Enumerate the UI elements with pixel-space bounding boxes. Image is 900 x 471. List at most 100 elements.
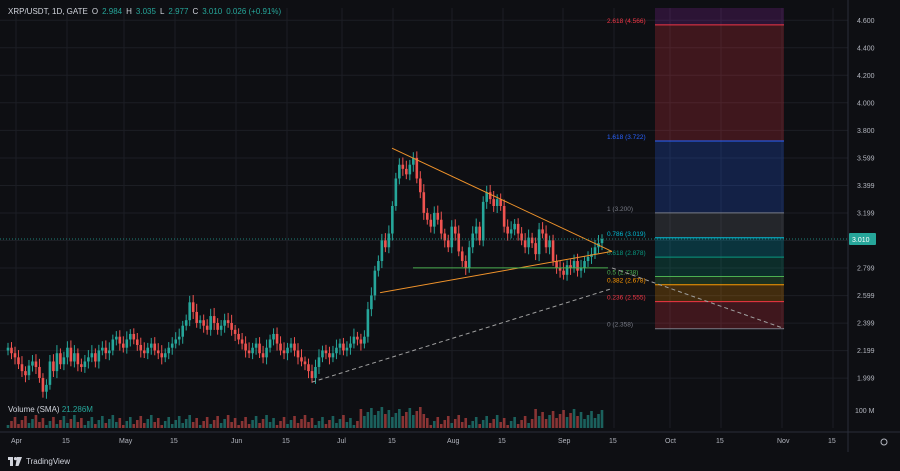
volume-bar: [177, 416, 181, 428]
candle-body: [118, 336, 122, 344]
volume-bar: [90, 417, 94, 428]
last-price-badge: [849, 233, 876, 246]
volume-bar: [181, 423, 185, 428]
candle-body: [520, 233, 523, 241]
fib-zone: [655, 276, 784, 285]
volume-bar: [520, 420, 523, 428]
candle-body: [429, 219, 433, 227]
candle-body: [174, 339, 178, 344]
x-tick-label: Jul: [337, 438, 346, 445]
y-tick-label: 4.000: [857, 100, 875, 107]
volume-bar: [226, 415, 230, 428]
candle-body: [38, 366, 41, 378]
candle-body: [90, 353, 94, 358]
volume-bar: [464, 418, 468, 428]
candle-body: [432, 212, 436, 227]
volume-bar: [314, 425, 317, 428]
candle-body: [401, 164, 405, 169]
candle-body: [247, 350, 251, 354]
candle-body: [300, 357, 303, 362]
volume-bar: [167, 417, 171, 428]
candle-body: [244, 343, 247, 351]
x-tick-label: Apr: [11, 438, 23, 445]
volume-bar: [31, 419, 34, 428]
symbol-title[interactable]: XRP/USDT, 1D, GATE: [8, 7, 88, 16]
candle-body: [111, 339, 115, 351]
x-tick-label: Oct: [665, 438, 676, 445]
volume-bar: [562, 410, 565, 428]
volume-bar: [492, 419, 495, 428]
fib-zone: [655, 212, 784, 238]
volume-bar: [205, 417, 209, 428]
volume-bar: [373, 415, 377, 428]
volume-bar: [156, 418, 160, 428]
candle-body: [544, 233, 548, 248]
volume-bar: [590, 411, 593, 428]
candle-body: [216, 322, 219, 330]
volume-legend[interactable]: Volume (SMA) 21.286M: [8, 405, 93, 414]
candle-body: [101, 347, 104, 351]
candle-body: [467, 247, 471, 268]
candle-body: [342, 343, 345, 351]
candle-body: [181, 325, 185, 337]
brand-name[interactable]: TradingView: [26, 457, 71, 466]
volume-bar: [296, 423, 300, 428]
candle-body: [310, 371, 314, 378]
candle-body: [422, 192, 426, 213]
tradingview-logo-icon[interactable]: [8, 457, 22, 466]
close-label: C: [192, 7, 199, 16]
y-tick-label: 2.199: [857, 348, 875, 355]
candle-body: [446, 240, 450, 248]
volume-bar: [188, 415, 191, 428]
candle-body: [258, 343, 261, 354]
volume-bar: [45, 425, 48, 428]
volume-bar: [209, 424, 212, 428]
candle-body: [6, 347, 10, 351]
candle-body: [240, 339, 244, 344]
open-label: O: [91, 7, 99, 16]
volume-bar: [324, 424, 328, 428]
settings-icon[interactable]: [880, 438, 888, 446]
y-tick-label: 3.199: [857, 211, 875, 218]
volume-bar: [597, 414, 600, 428]
volume-bar: [247, 424, 251, 428]
volume-bar: [223, 419, 226, 428]
volume-bar: [125, 421, 129, 428]
volume-bar: [230, 422, 233, 428]
volume-bar: [115, 422, 118, 428]
volume-bar: [537, 416, 541, 428]
volume-bar: [412, 415, 415, 428]
volume-bar: [317, 421, 321, 428]
volume-bar: [331, 416, 335, 428]
volume-bar: [366, 412, 370, 428]
candle-body: [10, 347, 13, 354]
candle-body: [408, 164, 412, 175]
fib-level-label: 0.382 (2.678): [607, 278, 646, 285]
candle-body: [370, 295, 373, 310]
volume-bar: [335, 423, 338, 428]
candle-body: [534, 243, 537, 255]
volume-bar: [80, 418, 83, 428]
y-tick-label: 4.200: [857, 73, 875, 80]
volume-bar: [111, 415, 115, 428]
fib-zone: [655, 24, 784, 142]
candle-body: [279, 343, 282, 351]
candle-body: [34, 361, 38, 367]
volume-bar: [268, 422, 272, 428]
candle-body: [548, 240, 551, 248]
candle-body: [562, 270, 565, 275]
volume-bar: [356, 421, 359, 428]
volume-bar: [600, 410, 604, 428]
candle-body: [527, 237, 530, 248]
candle-body: [73, 353, 76, 362]
footer: TradingView: [0, 452, 900, 471]
volume-bar: [244, 417, 247, 428]
volume-bar: [128, 417, 132, 428]
candle-body: [170, 343, 174, 348]
x-tick-label: 15: [498, 438, 506, 445]
candle-body: [282, 350, 286, 354]
candle-body: [600, 239, 604, 244]
x-tick-label: 15: [609, 438, 617, 445]
